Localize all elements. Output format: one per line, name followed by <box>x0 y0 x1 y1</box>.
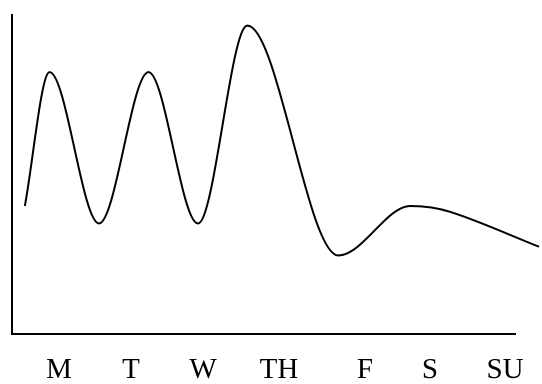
x-tick-label-su: SU <box>486 353 523 384</box>
axes <box>11 14 516 335</box>
series-layer <box>23 24 540 257</box>
x-tick-label-t: T <box>122 353 140 384</box>
x-tick-label-m: M <box>46 353 72 384</box>
x-tick-label-w: W <box>189 353 217 384</box>
series-line-0 <box>23 24 540 257</box>
x-tick-labels: M T W TH F S SU <box>46 353 523 384</box>
x-tick-label-th: TH <box>260 353 299 384</box>
x-tick-label-f: F <box>357 353 373 384</box>
x-tick-label-s: S <box>422 353 438 384</box>
